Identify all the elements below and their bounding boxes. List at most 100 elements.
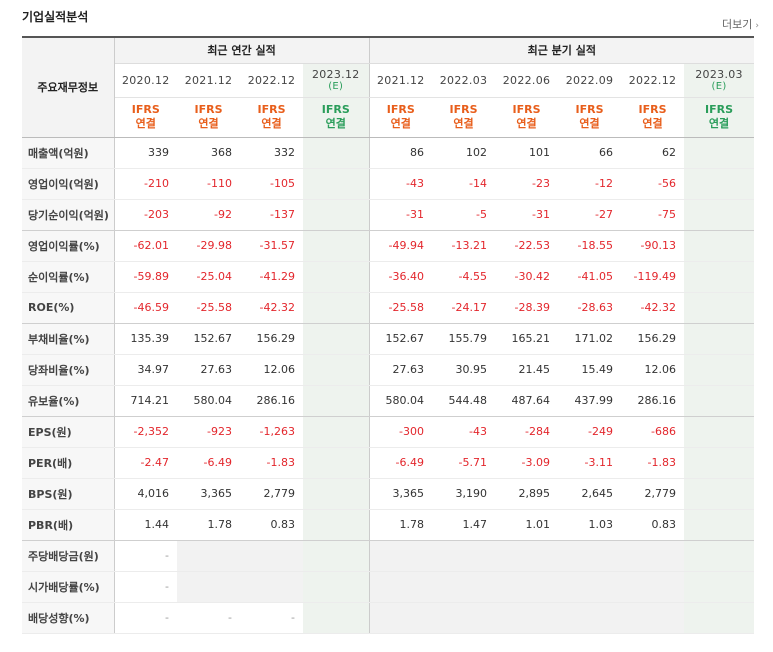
table-cell	[684, 354, 755, 386]
ifrs-row: IFRS 연결 IFRS 연결 IFRS 연결 IFRS 연결 IFRS 연결 IFRS 연결 IFRS…	[22, 97, 755, 138]
section-title: 기업실적분석	[22, 10, 89, 24]
table-cell: 580.04	[177, 385, 240, 417]
table-cell	[684, 323, 755, 355]
table-cell	[495, 571, 559, 603]
table-cell: -42.32	[240, 292, 303, 324]
table-cell: 0.83	[621, 509, 685, 541]
table-cell: -36.40	[369, 261, 433, 293]
table-cell	[684, 292, 755, 324]
table-row: 시가배당률(%) -	[22, 571, 755, 603]
table-cell: -18.55	[558, 230, 622, 262]
table-cell: -14	[432, 168, 496, 200]
table-cell: -137	[240, 199, 303, 231]
table-cell: 30.95	[432, 354, 496, 386]
row-label: EPS(원)	[22, 416, 115, 448]
ifrs-consolidated-label: IFRS 연결	[240, 97, 303, 138]
ifrs-text: IFRS	[575, 103, 604, 116]
table-cell: -28.63	[558, 292, 622, 324]
table-row: 유보율(%) 714.21 580.04 286.16 580.04 544.48 487.…	[22, 385, 755, 417]
consolidated-text: 연결	[579, 117, 600, 130]
table-cell: -49.94	[369, 230, 433, 262]
table-cell: -5.71	[432, 447, 496, 479]
ifrs-text: IFRS	[638, 103, 667, 116]
table-cell: -56	[621, 168, 685, 200]
consolidated-text: 연결	[390, 117, 411, 130]
table-cell: -29.98	[177, 230, 240, 262]
period-label: 2022.06	[502, 73, 551, 87]
table-cell	[303, 323, 370, 355]
table-cell: 15.49	[558, 354, 622, 386]
table-cell: -110	[177, 168, 240, 200]
table-cell: 12.06	[240, 354, 303, 386]
table-cell	[303, 509, 370, 541]
ifrs-text: IFRS	[449, 103, 478, 116]
table-cell: -25.58	[177, 292, 240, 324]
table-cell	[303, 478, 370, 510]
more-link[interactable]: 더보기 ›	[722, 16, 759, 32]
table-cell: 286.16	[240, 385, 303, 417]
table-cell	[303, 292, 370, 324]
table-cell	[303, 168, 370, 200]
table-cell	[558, 571, 622, 603]
table-cell: 155.79	[432, 323, 496, 355]
table-cell	[684, 478, 755, 510]
table-row: 매출액(억원) 339 368 332 86 102 101 66 62	[22, 137, 755, 169]
table-cell: 1.01	[495, 509, 559, 541]
table-cell: -12	[558, 168, 622, 200]
table-cell	[369, 602, 433, 634]
table-cell	[684, 416, 755, 448]
table-row: 당좌비율(%) 34.97 27.63 12.06 27.63 30.95 21.45 15.…	[22, 354, 755, 386]
table-cell: -27	[558, 199, 622, 231]
table-cell: -62.01	[114, 230, 177, 262]
table-row: 영업이익률(%) -62.01 -29.98 -31.57 -49.94 -13.21 -2…	[22, 230, 755, 262]
period-row: 2020.12 2021.12 2022.12 2023.12 (E) 2021.12 20…	[22, 63, 755, 98]
table-cell: 156.29	[621, 323, 685, 355]
table-cell: -75	[621, 199, 685, 231]
table-cell	[684, 230, 755, 262]
table-cell: -300	[369, 416, 433, 448]
period-label: 2021.12	[184, 73, 233, 87]
table-cell: -22.53	[495, 230, 559, 262]
table-cell: 62	[621, 137, 685, 169]
table-cell	[303, 230, 370, 262]
table-cell	[684, 261, 755, 293]
row-label: 당좌비율(%)	[22, 354, 115, 386]
table-cell	[684, 385, 755, 417]
table-cell	[684, 571, 755, 603]
table-cell	[558, 540, 622, 572]
ifrs-text: IFRS	[705, 103, 734, 116]
table-cell: -	[177, 602, 240, 634]
period-label: 2022.12	[628, 73, 677, 87]
table-cell: -31	[369, 199, 433, 231]
table-cell: -1.83	[240, 447, 303, 479]
table-cell: -42.32	[621, 292, 685, 324]
table-cell: 487.64	[495, 385, 559, 417]
table-row: EPS(원) -2,352 -923 -1,263 -300 -43 -284 -249 -68…	[22, 416, 755, 448]
quarter-period-2: 2022.06	[495, 63, 559, 98]
row-label: 영업이익률(%)	[22, 230, 115, 262]
row-label: 주당배당금(원)	[22, 540, 115, 572]
period-label: 2022.03	[439, 73, 488, 87]
table-cell	[432, 602, 496, 634]
consolidated-text: 연결	[325, 117, 346, 130]
table-cell	[303, 354, 370, 386]
consolidated-text: 연결	[135, 117, 156, 130]
table-cell: 152.67	[369, 323, 433, 355]
table-cell: 86	[369, 137, 433, 169]
table-row: PER(배) -2.47 -6.49 -1.83 -6.49 -5.71 -3.09 -3.1…	[22, 447, 755, 479]
table-cell: -5	[432, 199, 496, 231]
table-cell: -105	[240, 168, 303, 200]
quarter-period-3: 2022.09	[558, 63, 622, 98]
ifrs-consolidated-label: IFRS 연결	[621, 97, 685, 138]
table-cell: 2,779	[240, 478, 303, 510]
chevron-right-icon: ›	[755, 21, 759, 31]
table-cell: -	[114, 540, 177, 572]
table-cell: 437.99	[558, 385, 622, 417]
table-cell: -210	[114, 168, 177, 200]
table-cell	[303, 385, 370, 417]
table-cell: 0.83	[240, 509, 303, 541]
table-cell: 135.39	[114, 323, 177, 355]
table-cell: 27.63	[369, 354, 433, 386]
table-cell: -6.49	[177, 447, 240, 479]
